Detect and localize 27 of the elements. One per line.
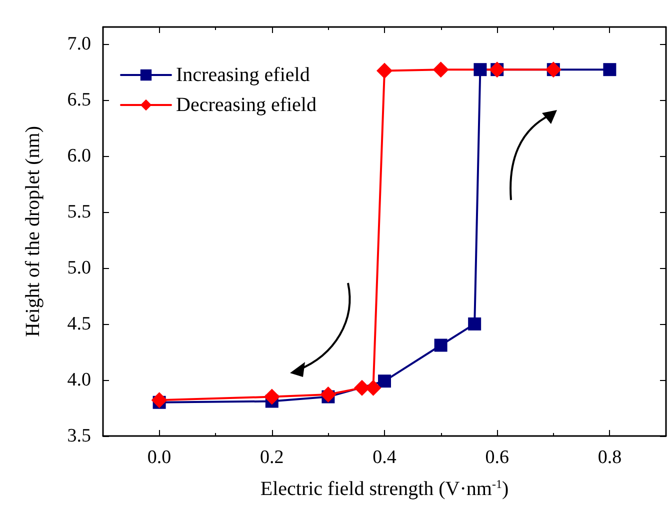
x-tick-label: 0.4 [372, 447, 397, 468]
y-tick-label: 4.0 [67, 369, 91, 390]
y-tick-label: 6.0 [67, 145, 91, 166]
y-tick-label: 5.5 [67, 201, 91, 222]
y-tick-label: 7.0 [67, 33, 91, 54]
point [434, 338, 448, 352]
y-axis-title: Height of the droplet (nm) [22, 126, 44, 338]
point [264, 388, 280, 405]
point [320, 386, 336, 403]
point [151, 392, 168, 408]
x-tick-label: 0.8 [598, 447, 622, 468]
point [432, 62, 449, 78]
x-tick-label: 0.0 [147, 447, 172, 468]
legend-label: Increasing efield [176, 64, 310, 86]
y-tick-label: 5.0 [67, 257, 91, 278]
point [378, 374, 391, 388]
point [474, 63, 487, 76]
point [468, 317, 482, 330]
y-tick-label: 6.5 [67, 89, 91, 110]
legend-label: Decreasing efield [176, 94, 316, 116]
y-tick-label: 4.5 [67, 313, 91, 334]
y-tick-label: 3.5 [67, 426, 91, 446]
point [354, 380, 370, 396]
point [376, 62, 392, 79]
point [603, 63, 616, 76]
x-tick-label: 0.6 [485, 447, 509, 468]
x-tick-label: 0.2 [260, 447, 284, 468]
